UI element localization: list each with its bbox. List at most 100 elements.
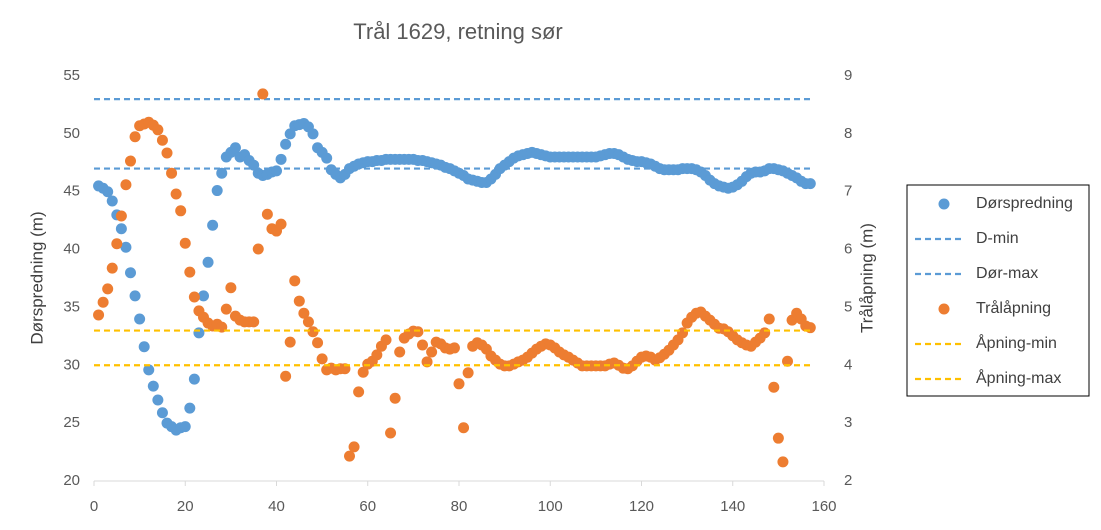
data-point bbox=[156, 407, 168, 419]
y2-tick-label: 8 bbox=[844, 125, 852, 142]
legend-swatch bbox=[938, 198, 950, 210]
data-point bbox=[147, 380, 159, 392]
data-point bbox=[179, 237, 191, 249]
data-point bbox=[462, 367, 474, 379]
data-point bbox=[271, 165, 282, 177]
y-tick-label: 40 bbox=[63, 241, 80, 258]
data-point bbox=[321, 152, 333, 164]
data-point bbox=[184, 266, 196, 278]
data-point bbox=[307, 326, 319, 338]
data-point bbox=[316, 353, 328, 365]
x-tick-label: 140 bbox=[720, 498, 745, 515]
data-point bbox=[371, 349, 383, 361]
y2-axis-label: Trålåpning (m) bbox=[857, 223, 876, 333]
data-point bbox=[353, 386, 365, 398]
x-tick-label: 0 bbox=[90, 498, 98, 515]
y2-tick-label: 5 bbox=[844, 298, 852, 315]
data-point bbox=[106, 262, 118, 274]
data-point bbox=[166, 167, 178, 179]
y2-tick-label: 9 bbox=[844, 67, 852, 84]
data-point bbox=[458, 422, 470, 434]
x-tick-label: 40 bbox=[268, 498, 285, 515]
data-point bbox=[111, 238, 123, 250]
y-tick-label: 45 bbox=[63, 183, 80, 200]
data-point bbox=[207, 219, 219, 231]
y-tick-label: 50 bbox=[63, 125, 80, 142]
y2-tick-label: 2 bbox=[844, 472, 852, 489]
data-point bbox=[152, 394, 164, 406]
y-tick-label: 20 bbox=[63, 472, 80, 489]
data-point bbox=[252, 243, 264, 255]
data-point bbox=[188, 373, 200, 385]
data-point bbox=[156, 134, 168, 146]
y-tick-label: 35 bbox=[63, 298, 80, 315]
data-point bbox=[261, 208, 273, 220]
data-point bbox=[302, 316, 314, 328]
data-point bbox=[93, 309, 105, 321]
legend-label: Åpning-min bbox=[976, 333, 1057, 352]
x-tick-label: 120 bbox=[629, 498, 654, 515]
data-point bbox=[170, 188, 182, 200]
data-point bbox=[188, 291, 200, 303]
data-point bbox=[198, 290, 209, 302]
y2-tick-label: 6 bbox=[844, 241, 852, 258]
chart-title: Trål 1629, retning sør bbox=[353, 19, 563, 44]
data-point bbox=[389, 392, 401, 404]
data-point bbox=[307, 128, 319, 140]
x-tick-label: 80 bbox=[451, 498, 468, 515]
data-point bbox=[211, 185, 223, 197]
data-point bbox=[134, 313, 146, 325]
x-tick-label: 100 bbox=[538, 498, 563, 515]
data-point bbox=[344, 450, 355, 462]
data-point bbox=[97, 296, 109, 308]
data-point bbox=[161, 147, 173, 159]
y2-tick-label: 3 bbox=[844, 414, 852, 431]
data-point bbox=[143, 364, 155, 376]
data-point bbox=[175, 205, 187, 217]
y-tick-label: 30 bbox=[63, 356, 80, 373]
data-point bbox=[248, 316, 260, 328]
data-point bbox=[759, 327, 771, 339]
legend-swatch bbox=[938, 303, 950, 315]
y-tick-label: 55 bbox=[63, 67, 80, 84]
legend-label: D-min bbox=[976, 230, 1019, 247]
legend-box bbox=[906, 184, 1090, 397]
x-tick-label: 20 bbox=[177, 498, 194, 515]
data-point bbox=[312, 337, 324, 349]
data-point bbox=[275, 153, 287, 165]
x-tick-label: 60 bbox=[359, 498, 376, 515]
data-point bbox=[385, 427, 397, 439]
data-point bbox=[448, 342, 460, 354]
legend-label: Dør-max bbox=[976, 265, 1038, 282]
data-point bbox=[284, 336, 296, 348]
data-point bbox=[289, 275, 301, 287]
y2-tick-label: 4 bbox=[844, 356, 852, 373]
legend-label: Dørspredning bbox=[976, 195, 1073, 212]
data-point bbox=[129, 290, 141, 302]
data-point bbox=[102, 186, 114, 198]
data-point bbox=[777, 456, 789, 468]
data-point bbox=[129, 131, 141, 143]
data-point bbox=[202, 256, 214, 268]
data-point bbox=[193, 327, 205, 339]
y2-tick-label: 7 bbox=[844, 183, 852, 200]
legend-label: Åpning-max bbox=[976, 368, 1061, 387]
x-tick-label: 160 bbox=[811, 498, 836, 515]
data-point bbox=[115, 210, 127, 222]
data-point bbox=[394, 346, 406, 358]
data-point bbox=[280, 138, 292, 150]
legend-label: Trålåpning bbox=[976, 299, 1051, 317]
data-point bbox=[229, 142, 241, 154]
data-point bbox=[298, 307, 310, 319]
data-point bbox=[125, 267, 136, 279]
data-point bbox=[357, 366, 369, 378]
data-point bbox=[677, 327, 689, 339]
data-point bbox=[216, 167, 228, 179]
data-point bbox=[804, 178, 816, 190]
data-point bbox=[275, 218, 287, 230]
data-point bbox=[179, 421, 191, 433]
data-point bbox=[380, 334, 392, 346]
data-point bbox=[120, 179, 132, 191]
data-point bbox=[115, 223, 127, 235]
